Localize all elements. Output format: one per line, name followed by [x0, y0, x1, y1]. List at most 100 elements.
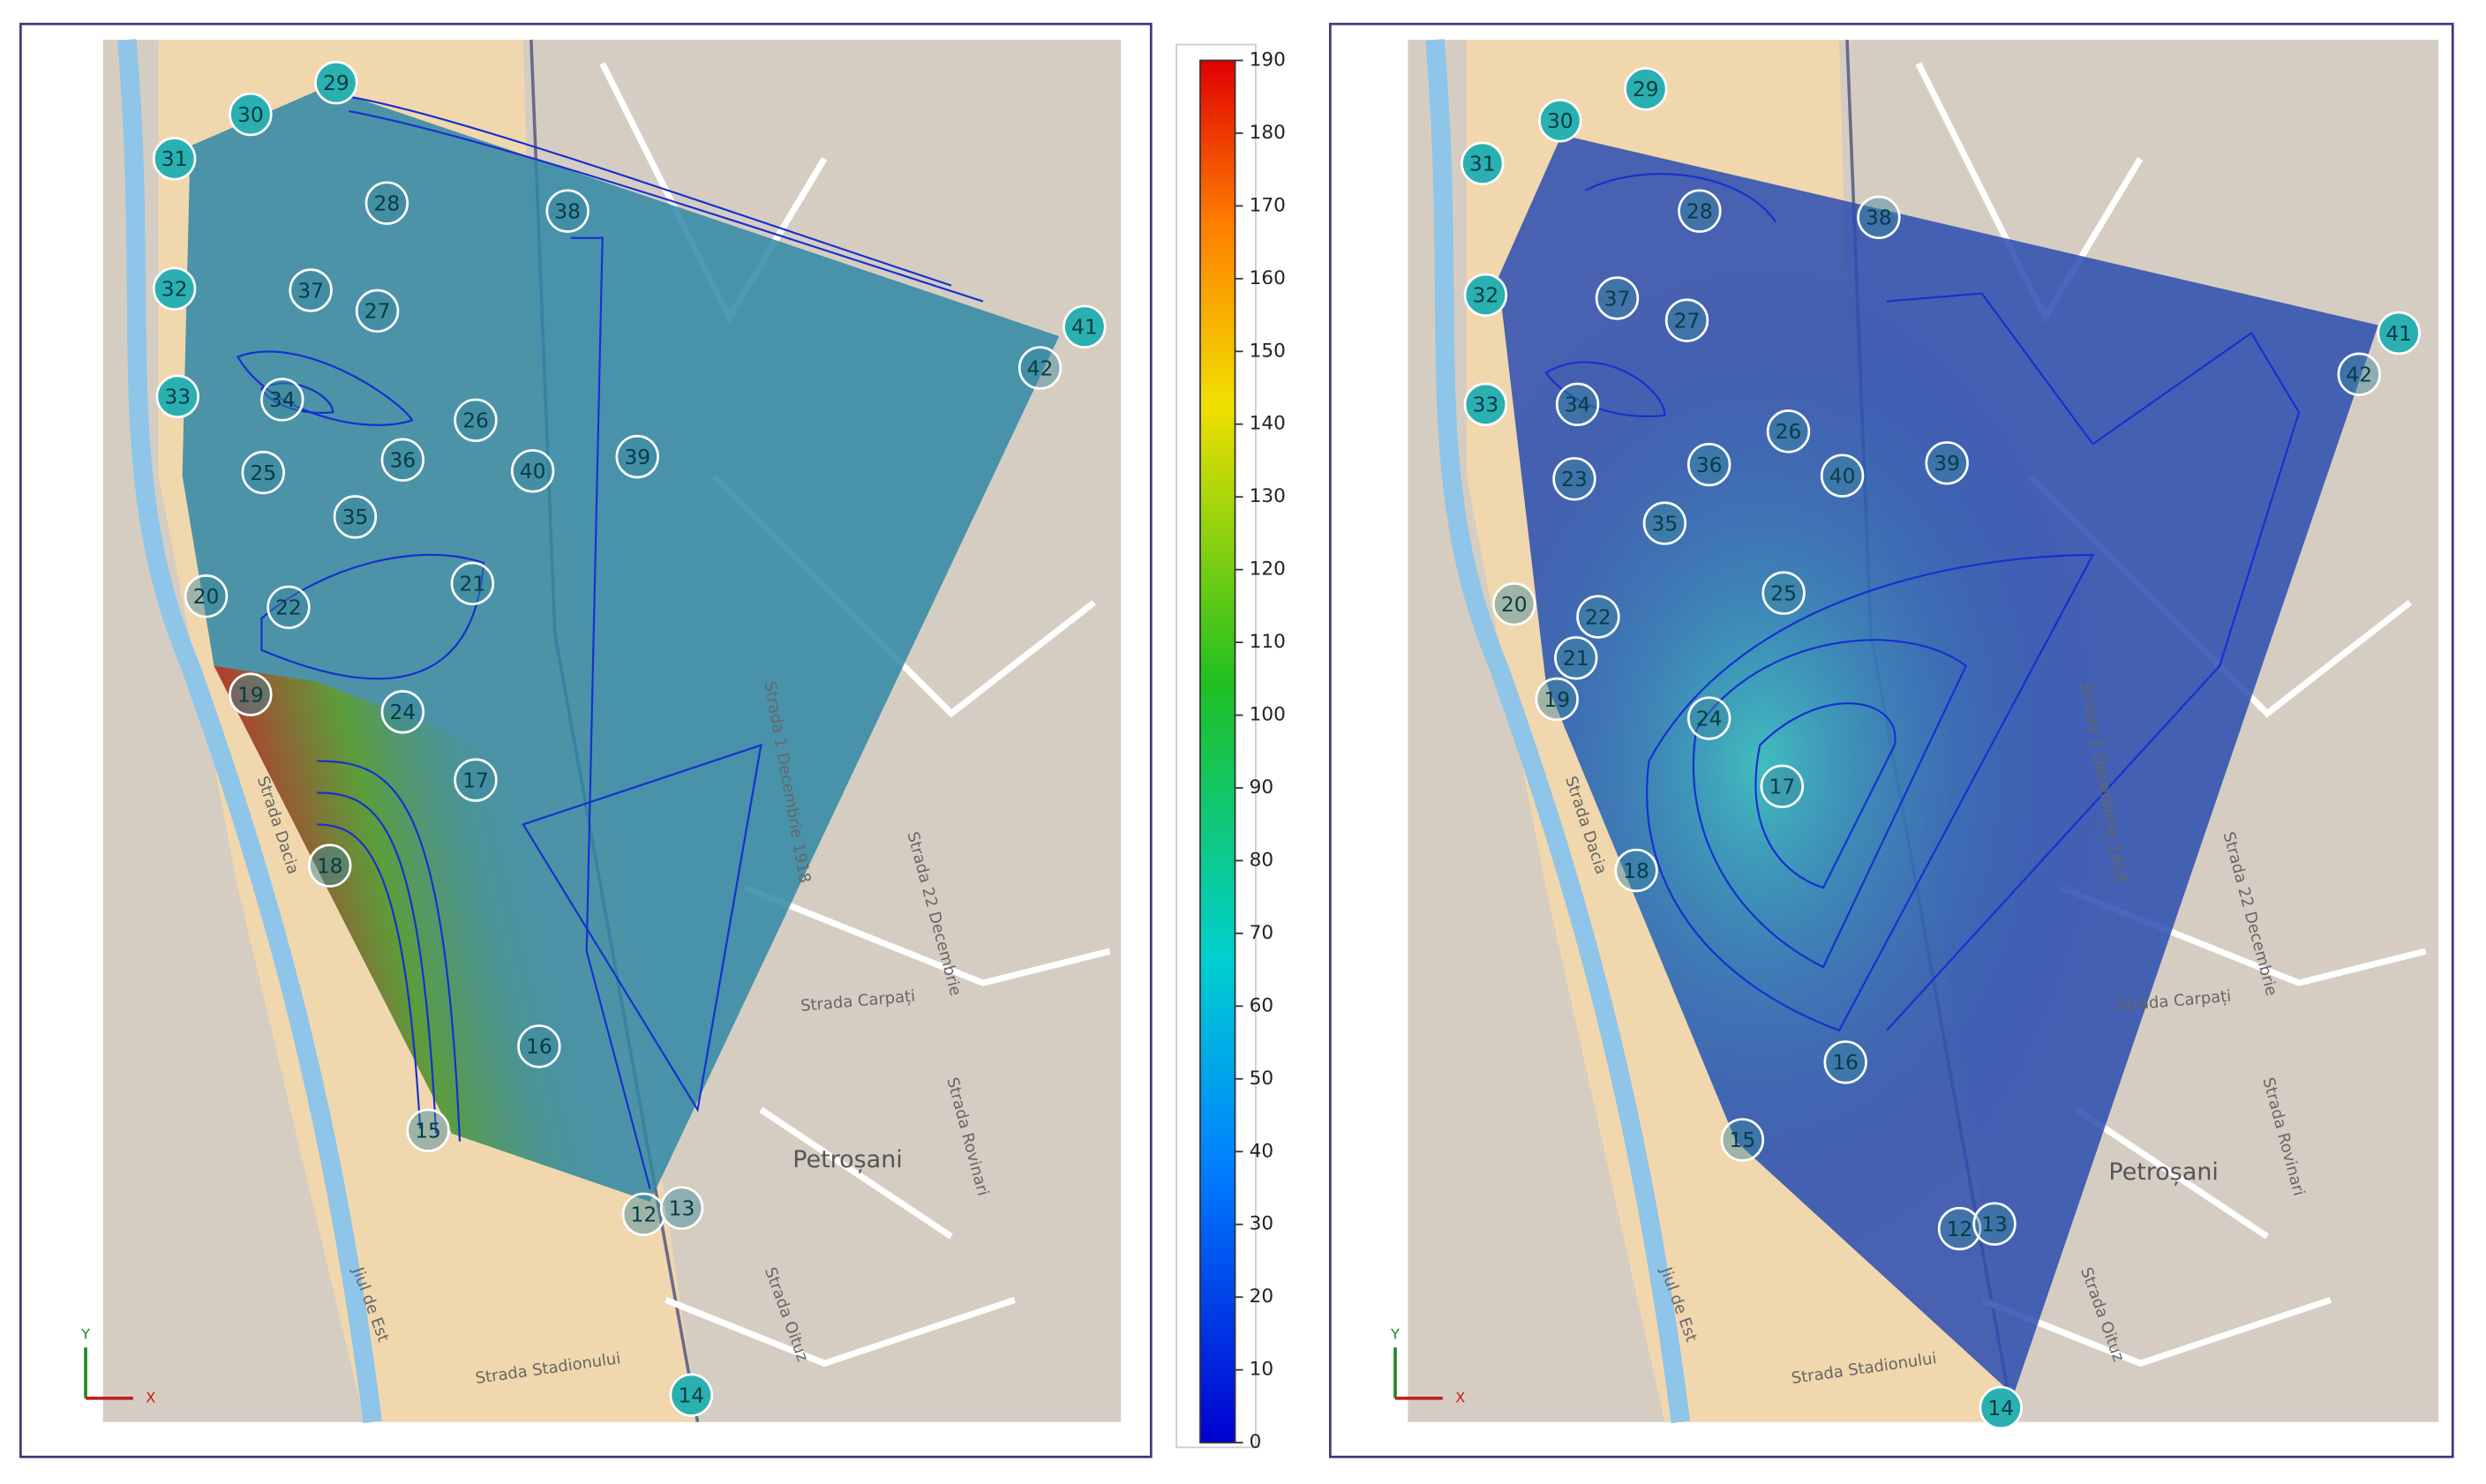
station-marker: [333, 495, 378, 539]
station-marker: [1972, 1202, 2017, 1246]
colorbar-tick-label: 20: [1250, 1285, 1273, 1308]
station-label: 24: [389, 700, 416, 724]
station-marker: [1678, 189, 1722, 233]
station-marker: [355, 289, 400, 334]
station-label: 36: [1696, 453, 1723, 477]
station-label: 14: [678, 1383, 704, 1407]
station-marker: [1063, 304, 1107, 349]
station-label: 16: [1832, 1050, 1859, 1075]
station-label: 33: [164, 385, 191, 409]
station-label: 34: [269, 387, 296, 412]
station-marker: [1686, 696, 1731, 740]
station-label: 15: [415, 1118, 441, 1143]
colorbar-tick-label: 100: [1250, 704, 1286, 726]
station-label: 41: [2385, 321, 2412, 346]
station-marker: [229, 672, 273, 716]
colorbar-tick-label: 10: [1250, 1359, 1273, 1381]
colorbar: 0 10 20 30 40 50 60 70 80 90 100 110 120 130 140 150 160…: [1175, 43, 1286, 1453]
axis-label: X: [146, 1389, 155, 1405]
station-label: 35: [342, 505, 369, 529]
axis-triad: Y X: [1390, 1325, 1465, 1405]
station-marker: [1554, 636, 1598, 680]
station-label: 32: [161, 276, 188, 301]
station-label: 20: [193, 584, 220, 609]
station-label: 41: [1071, 315, 1098, 340]
station-label: 34: [1565, 393, 1591, 417]
station-label: 32: [1473, 283, 1499, 308]
station-label: 12: [1947, 1217, 1973, 1241]
colorbar-tick-label: 160: [1250, 267, 1286, 289]
station-label: 16: [526, 1034, 552, 1059]
station-marker: [307, 843, 352, 888]
station-label: 20: [1501, 592, 1528, 617]
right-map: Y X Jiul de Est Strada Dacia Strada Stad…: [1330, 24, 2453, 1458]
station-label: 27: [1674, 308, 1701, 333]
station-marker: [155, 374, 199, 419]
station-marker: [1642, 501, 1687, 545]
station-label: 26: [1776, 419, 1802, 444]
station-label: 22: [1585, 604, 1611, 629]
station-label: 40: [520, 459, 546, 483]
station-marker: [1979, 1385, 2023, 1430]
station-marker: [267, 585, 311, 629]
colorbar-tick-label: 0: [1250, 1431, 1262, 1453]
station-marker: [621, 1192, 666, 1237]
station-marker: [1760, 764, 1805, 809]
station-marker: [1823, 1040, 1867, 1084]
colorbar-tick-label: 80: [1250, 849, 1273, 871]
station-label: 23: [1561, 467, 1588, 491]
station-marker: [1614, 848, 1658, 893]
station-marker: [615, 434, 659, 479]
station-marker: [1686, 442, 1731, 487]
station-marker: [2377, 311, 2421, 356]
station-label: 37: [1604, 286, 1631, 311]
station-marker: [152, 266, 197, 311]
station-marker: [1720, 1118, 1765, 1162]
station-label: 42: [2346, 362, 2372, 386]
station-marker: [260, 378, 304, 422]
station-label: 28: [374, 191, 401, 215]
station-label: 13: [1981, 1211, 2008, 1236]
station-label: 21: [1563, 646, 1589, 671]
station-marker: [152, 137, 197, 181]
station-marker: [1820, 453, 1865, 498]
colorbar-tick-label: 120: [1250, 558, 1286, 581]
station-label: 25: [250, 461, 276, 485]
colorbar-tick-label: 130: [1250, 485, 1286, 507]
colorbar-tick-label: 50: [1250, 1068, 1273, 1090]
station-marker: [1766, 409, 1811, 453]
station-marker: [241, 450, 285, 495]
colorbar-tick-label: 190: [1250, 49, 1286, 71]
station-marker: [1461, 141, 1505, 185]
station-label: 25: [1770, 581, 1797, 605]
station-marker: [510, 449, 555, 493]
station-marker: [289, 268, 333, 312]
colorbar-tick-label: 90: [1250, 776, 1273, 798]
station-label: 31: [161, 146, 188, 171]
colorbar-tick-label: 60: [1250, 994, 1273, 1016]
station-label: 37: [297, 278, 324, 303]
station-label: 29: [323, 71, 349, 95]
station-marker: [1761, 571, 1806, 615]
station-label: 42: [1027, 356, 1054, 380]
station-marker: [184, 574, 229, 618]
station-marker: [1492, 581, 1536, 626]
station-marker: [450, 561, 495, 606]
station-marker: [1538, 99, 1582, 143]
panel-frame: [1328, 22, 2454, 1458]
colorbar-tick-label: 110: [1250, 631, 1286, 653]
station-label: 31: [1469, 152, 1496, 176]
station-label: 19: [1543, 687, 1570, 712]
station-label: 36: [389, 448, 416, 473]
station-marker: [380, 438, 425, 482]
station-label: 15: [1730, 1128, 1756, 1152]
station-label: 26: [462, 408, 489, 433]
colorbar-tick-label: 140: [1250, 413, 1286, 435]
station-marker: [1463, 273, 1508, 318]
station-label: 38: [1866, 206, 1892, 230]
station-marker: [314, 60, 358, 105]
station-marker: [1937, 1206, 1982, 1251]
station-label: 13: [669, 1195, 695, 1220]
colorbar-tick-label: 150: [1250, 340, 1286, 362]
station-label: 24: [1696, 706, 1723, 731]
